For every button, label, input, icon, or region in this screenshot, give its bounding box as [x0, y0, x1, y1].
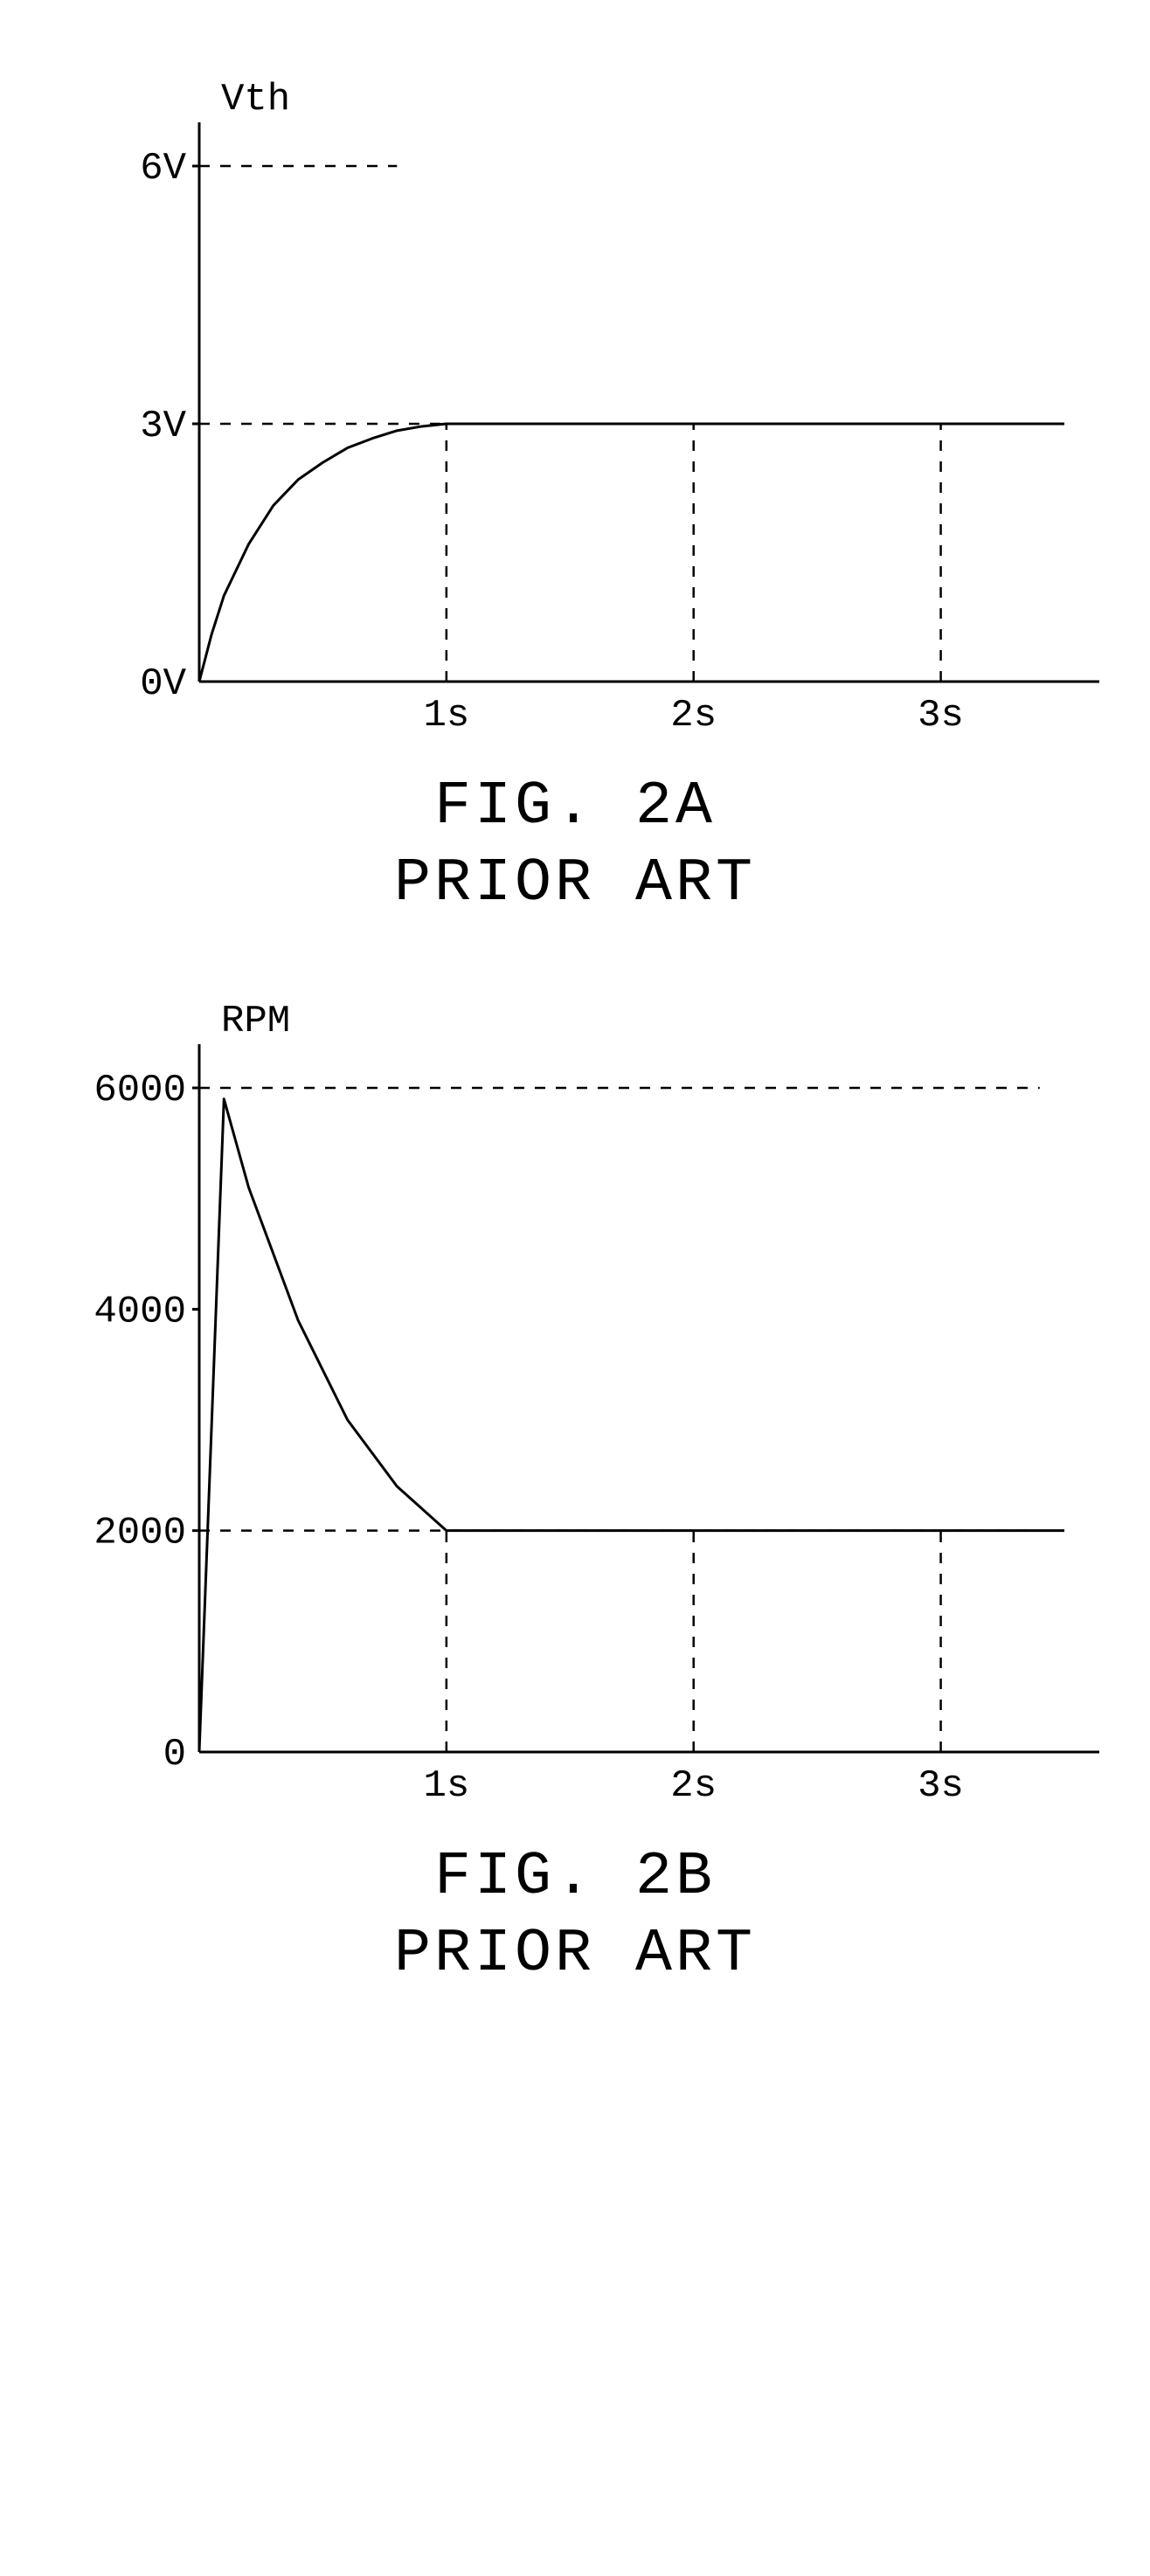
chart-b-caption-line2: PRIOR ART	[51, 1916, 1099, 1993]
svg-text:0V: 0V	[140, 662, 186, 706]
chart-b-caption-line1: FIG. 2B	[51, 1839, 1099, 1916]
svg-text:1s: 1s	[423, 1764, 469, 1808]
svg-text:6000: 6000	[94, 1069, 186, 1112]
chart-a-block: Vthsec0V3V6V1s2s3s FIG. 2A PRIOR ART	[51, 70, 1099, 922]
chart-a-caption-line2: PRIOR ART	[51, 846, 1099, 923]
svg-text:3s: 3s	[918, 694, 964, 737]
chart-a-caption: FIG. 2A PRIOR ART	[51, 769, 1099, 922]
svg-text:2000: 2000	[94, 1512, 186, 1555]
svg-text:4000: 4000	[94, 1290, 186, 1333]
svg-text:0: 0	[163, 1733, 186, 1776]
svg-text:2s: 2s	[670, 694, 717, 737]
chart-b-block: RPMsec02000400060001s2s3s FIG. 2B PRIOR …	[51, 992, 1099, 1992]
chart-a-caption-line1: FIG. 2A	[51, 769, 1099, 846]
chart-b-svg: RPMsec02000400060001s2s3s	[51, 992, 1099, 1822]
svg-text:RPM: RPM	[221, 1000, 290, 1043]
svg-text:6V: 6V	[140, 147, 186, 190]
chart-b-caption: FIG. 2B PRIOR ART	[51, 1839, 1099, 1992]
svg-text:Vth: Vth	[221, 78, 290, 121]
svg-text:3V: 3V	[140, 405, 186, 448]
svg-text:1s: 1s	[423, 694, 469, 737]
svg-text:3s: 3s	[918, 1764, 964, 1808]
chart-a-svg: Vthsec0V3V6V1s2s3s	[51, 70, 1099, 751]
svg-text:2s: 2s	[670, 1764, 717, 1808]
